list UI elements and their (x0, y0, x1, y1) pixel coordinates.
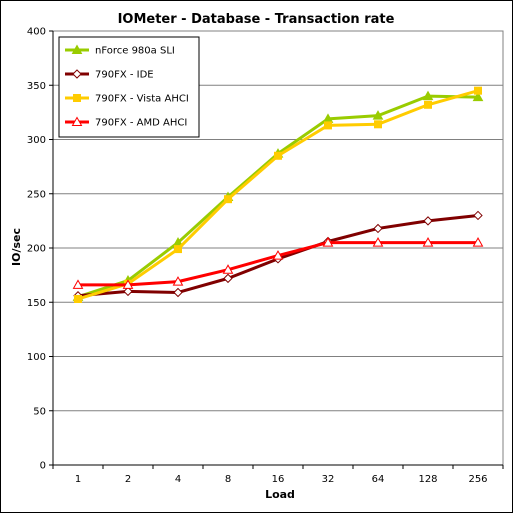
data-point (74, 294, 82, 303)
legend-label: nForce 980a SLI (95, 46, 175, 57)
grid-lines (53, 30, 503, 412)
data-point (423, 216, 433, 226)
x-tick-label: 128 (418, 474, 437, 485)
y-tick-label: 50 (33, 406, 46, 417)
data-point (224, 195, 232, 204)
x-tick-label: 1 (75, 474, 81, 485)
legend-item: 790FX - IDE (65, 69, 154, 81)
x-tick-label: 4 (175, 474, 181, 485)
x-tick-label: 32 (322, 474, 335, 485)
y-tick-label: 300 (27, 135, 46, 146)
y-tick-labels: 0 50 100 150 200 250 300 350 400 (27, 27, 46, 472)
x-tick-label: 256 (468, 474, 487, 485)
data-point (72, 69, 82, 79)
data-point (123, 286, 133, 297)
series (72, 86, 484, 303)
data-point (424, 100, 432, 109)
legend: nForce 980a SLI 790FX - IDE 790FX - Vista … (58, 36, 200, 138)
x-tick-labels: 1 2 4 8 16 32 64 128 256 (75, 474, 488, 485)
data-point (422, 237, 434, 247)
data-point (172, 276, 184, 286)
axes (49, 30, 504, 469)
y-tick-label: 150 (27, 298, 46, 309)
data-point (472, 91, 484, 102)
data-point (122, 279, 134, 289)
data-point (374, 120, 382, 129)
x-tick-label: 16 (272, 474, 285, 485)
data-point (173, 287, 183, 298)
data-point (272, 250, 284, 260)
data-point (324, 121, 332, 130)
legend-box (58, 36, 200, 138)
data-point (372, 110, 384, 120)
data-point (222, 264, 234, 274)
legend-item: nForce 980a SLI (65, 44, 175, 57)
y-tick-label: 400 (27, 27, 46, 38)
legend-label: 790FX - Vista AHCI (95, 94, 189, 105)
chart-title: IOMeter - Database - Transaction rate (118, 12, 395, 27)
x-tick-label: 2 (125, 474, 131, 485)
data-point (274, 151, 282, 160)
data-point (472, 237, 484, 247)
data-point (71, 44, 83, 54)
y-tick-label: 0 (40, 461, 46, 472)
x-axis-label: Load (265, 488, 295, 501)
data-point (72, 279, 84, 289)
data-point (422, 90, 434, 101)
data-point (474, 86, 482, 95)
legend-label: 790FX - IDE (95, 70, 154, 81)
data-point (372, 237, 384, 247)
legend-label: 790FX - AMD AHCI (95, 118, 187, 129)
data-point (223, 273, 233, 284)
x-tick-label: 64 (372, 474, 385, 485)
data-point (322, 237, 334, 247)
legend-item: 790FX - AMD AHCI (65, 116, 187, 129)
data-point (373, 223, 383, 234)
legend-item: 790FX - Vista AHCI (65, 94, 189, 105)
y-tick-label: 350 (27, 81, 46, 92)
data-point (473, 210, 483, 221)
data-point (174, 245, 182, 254)
data-point (73, 94, 81, 102)
y-axis-label: IO/sec (10, 228, 23, 266)
y-tick-label: 250 (27, 189, 46, 200)
y-tick-label: 200 (27, 244, 46, 255)
series-group (74, 86, 482, 303)
x-tick-label: 8 (225, 474, 231, 485)
y-tick-label: 100 (27, 352, 46, 363)
data-point (71, 116, 83, 126)
series-group (72, 237, 484, 289)
